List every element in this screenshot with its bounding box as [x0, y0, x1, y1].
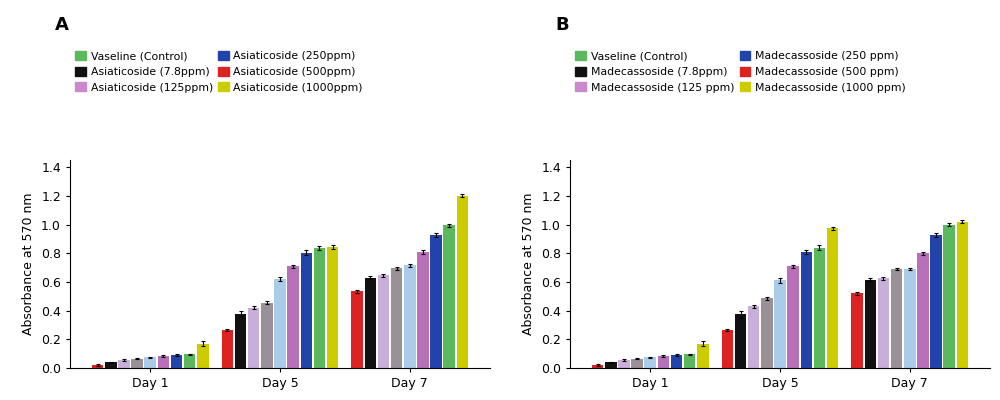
Bar: [917, 253, 929, 368]
Bar: [930, 235, 942, 368]
Bar: [391, 268, 402, 368]
Bar: [697, 344, 709, 368]
Bar: [851, 294, 863, 368]
Bar: [171, 355, 182, 368]
Bar: [592, 365, 603, 368]
Bar: [457, 196, 468, 368]
Bar: [404, 266, 416, 368]
Bar: [761, 298, 773, 368]
Bar: [158, 356, 169, 368]
Bar: [891, 269, 902, 368]
Bar: [287, 266, 299, 368]
Y-axis label: Absorbance at 570 nm: Absorbance at 570 nm: [522, 193, 535, 335]
Bar: [222, 330, 233, 368]
Bar: [787, 266, 799, 368]
Bar: [644, 357, 656, 368]
Bar: [684, 354, 695, 368]
Bar: [904, 269, 916, 368]
Bar: [184, 354, 195, 368]
Bar: [144, 357, 156, 368]
Bar: [131, 359, 143, 368]
Bar: [365, 278, 376, 368]
Bar: [605, 362, 617, 368]
Bar: [943, 224, 955, 368]
Bar: [417, 252, 429, 368]
Bar: [671, 355, 682, 368]
Bar: [274, 279, 286, 368]
Bar: [378, 276, 389, 368]
Bar: [301, 252, 312, 368]
Y-axis label: Absorbance at 570 nm: Absorbance at 570 nm: [22, 193, 35, 335]
Bar: [801, 252, 812, 368]
Bar: [658, 356, 669, 368]
Bar: [118, 360, 130, 368]
Text: A: A: [55, 16, 69, 34]
Bar: [722, 330, 733, 368]
Bar: [314, 248, 325, 368]
Bar: [865, 280, 876, 368]
Bar: [814, 248, 825, 368]
Bar: [430, 235, 442, 368]
Bar: [443, 225, 455, 368]
Bar: [105, 362, 117, 368]
Bar: [735, 314, 746, 368]
Bar: [748, 306, 759, 368]
Bar: [774, 280, 786, 368]
Legend: Vaseline (Control), Madecassoside (7.8ppm), Madecassoside (125 ppm), Madecassosi: Vaseline (Control), Madecassoside (7.8pp…: [575, 51, 905, 92]
Bar: [327, 247, 338, 368]
Bar: [92, 365, 103, 368]
Bar: [261, 303, 273, 368]
Bar: [235, 314, 246, 368]
Bar: [878, 278, 889, 368]
Bar: [197, 344, 209, 368]
Bar: [957, 222, 968, 368]
Text: B: B: [555, 16, 569, 34]
Bar: [351, 291, 363, 368]
Bar: [631, 359, 643, 368]
Bar: [827, 228, 838, 368]
Legend: Vaseline (Control), Asiaticoside (7.8ppm), Asiaticoside (125ppm), Asiaticoside (: Vaseline (Control), Asiaticoside (7.8ppm…: [75, 51, 363, 92]
Bar: [248, 308, 259, 368]
Bar: [618, 360, 630, 368]
